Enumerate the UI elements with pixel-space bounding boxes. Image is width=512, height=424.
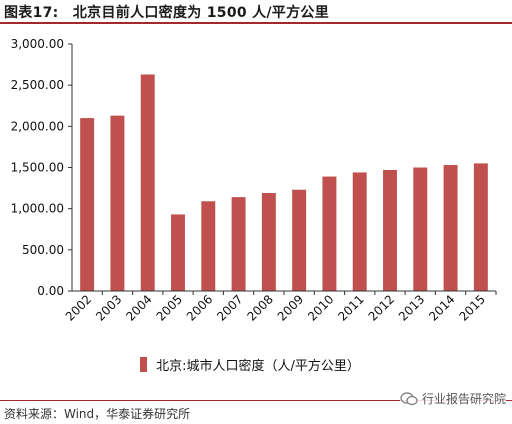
wechat-icon [400, 391, 418, 406]
y-tick-label: 1,000.00 [11, 202, 64, 216]
x-tick-label: 2007 [214, 292, 245, 323]
bar-2005 [171, 214, 185, 291]
footer-divider [0, 400, 512, 401]
x-tick-label: 2010 [305, 292, 336, 323]
bar-2009 [292, 189, 307, 291]
x-axis: 2002200320042005200620072008200920102011… [63, 290, 497, 324]
y-axis: 0.00 500.00 1,000.00 1,500.00 2,000.00 2,500.… [11, 37, 73, 298]
x-tick-label: 2004 [123, 292, 154, 323]
figure-title: 图表17: 北京目前人口密度为 1500 人/平方公里 [4, 5, 330, 21]
bar-2004 [140, 74, 155, 291]
x-tick-label: 2002 [63, 292, 94, 323]
y-tick-label: 3,000.00 [11, 37, 64, 51]
bar-series [80, 74, 488, 291]
source-note: 资料来源：Wind，华泰证券研究所 [4, 407, 191, 421]
x-tick-label: 2005 [154, 292, 185, 323]
bar-2003 [110, 115, 125, 291]
bar-2006 [201, 201, 216, 291]
x-tick-label: 2006 [184, 292, 215, 323]
legend-swatch [140, 357, 147, 372]
y-tick-label: 2,000.00 [11, 119, 64, 133]
figure-header: 图表17: 北京目前人口密度为 1500 人/平方公里 [0, 0, 512, 24]
y-tick-label: 2,500.00 [11, 78, 64, 92]
y-tick-label: 500.00 [22, 243, 64, 257]
legend-label: 北京:城市人口密度（人/平方公里） [156, 359, 360, 374]
x-tick-label: 2013 [396, 292, 427, 323]
bar-2010 [322, 176, 337, 291]
header-divider [0, 22, 512, 24]
bar-2002 [80, 118, 95, 291]
y-tick-label: 0.00 [37, 284, 64, 298]
y-tick-label: 1,500.00 [11, 161, 64, 175]
x-tick-label: 2009 [275, 292, 306, 323]
x-tick-label: 2011 [335, 292, 366, 323]
x-tick-label: 2003 [93, 292, 124, 323]
bar-2012 [383, 169, 397, 291]
bar-chart: 0.00 500.00 1,000.00 1,500.00 2,000.00 2,500.… [11, 37, 497, 324]
bar-2013 [413, 167, 428, 291]
watermark: 行业报告研究院 [399, 388, 506, 408]
bar-2011 [352, 172, 367, 291]
bar-2008 [261, 193, 276, 291]
x-tick-label: 2008 [244, 292, 275, 323]
bar-2015 [473, 163, 488, 291]
bar-2007 [231, 197, 246, 291]
x-tick-label: 2015 [456, 292, 487, 323]
chart-legend: 北京:城市人口密度（人/平方公里） [140, 355, 360, 374]
bar-2014 [443, 165, 458, 291]
x-tick-label: 2012 [366, 292, 397, 323]
watermark-text: 行业报告研究院 [421, 391, 506, 406]
x-tick-label: 2014 [426, 292, 457, 323]
